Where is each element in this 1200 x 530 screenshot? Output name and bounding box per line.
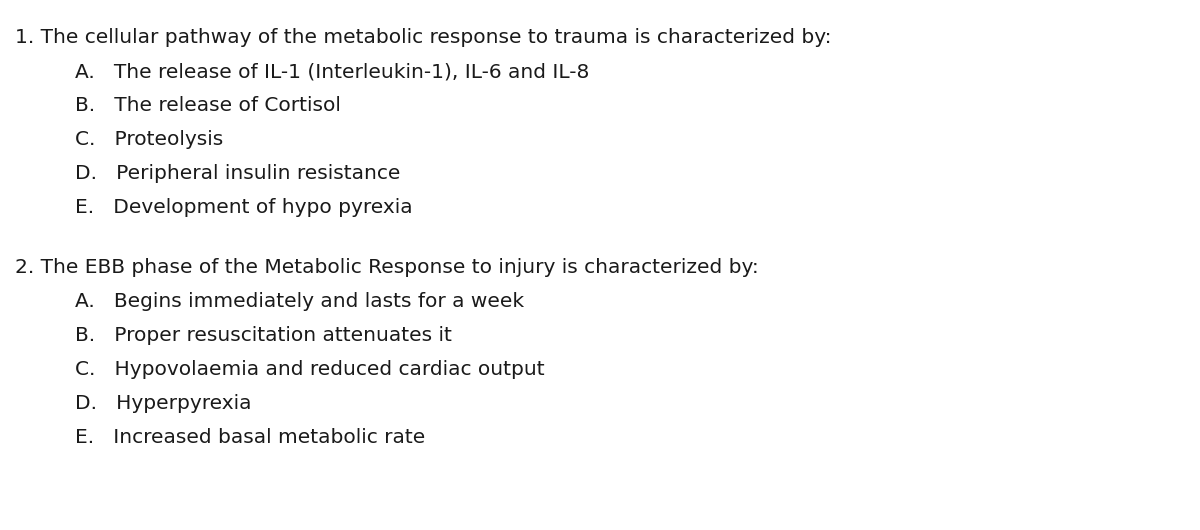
Text: A.   The release of IL-1 (Interleukin-1), IL-6 and IL-8: A. The release of IL-1 (Interleukin-1), … <box>74 62 589 81</box>
Text: E.   Increased basal metabolic rate: E. Increased basal metabolic rate <box>74 428 425 447</box>
Text: D.   Peripheral insulin resistance: D. Peripheral insulin resistance <box>74 164 401 183</box>
Text: B.   The release of Cortisol: B. The release of Cortisol <box>74 96 341 115</box>
Text: D.   Hyperpyrexia: D. Hyperpyrexia <box>74 394 252 413</box>
Text: 2. The EBB phase of the Metabolic Response to injury is characterized by:: 2. The EBB phase of the Metabolic Respon… <box>14 258 758 277</box>
Text: B.   Proper resuscitation attenuates it: B. Proper resuscitation attenuates it <box>74 326 452 345</box>
Text: E.   Development of hypo pyrexia: E. Development of hypo pyrexia <box>74 198 413 217</box>
Text: C.   Hypovolaemia and reduced cardiac output: C. Hypovolaemia and reduced cardiac outp… <box>74 360 545 379</box>
Text: C.   Proteolysis: C. Proteolysis <box>74 130 223 149</box>
Text: A.   Begins immediately and lasts for a week: A. Begins immediately and lasts for a we… <box>74 292 524 311</box>
Text: 1. The cellular pathway of the metabolic response to trauma is characterized by:: 1. The cellular pathway of the metabolic… <box>14 28 832 47</box>
